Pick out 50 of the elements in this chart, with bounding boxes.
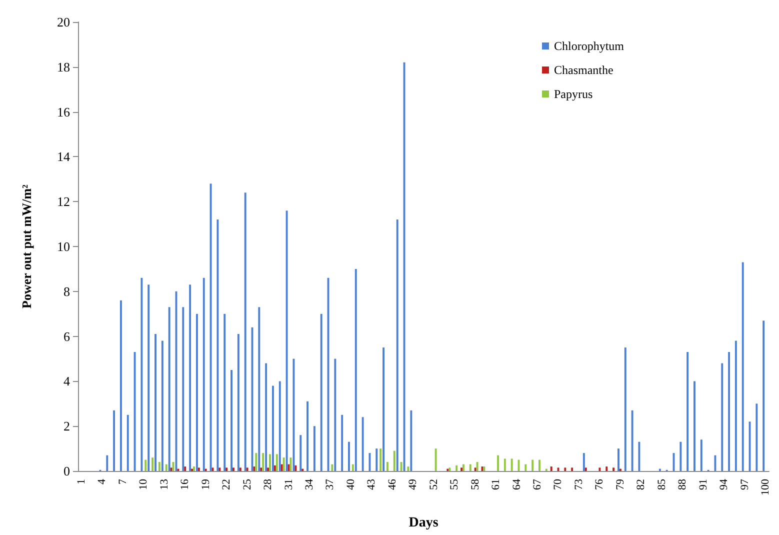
x-tick-label: 100 bbox=[760, 478, 772, 496]
y-tick-label: 10 bbox=[57, 239, 70, 254]
y-tick-label: 4 bbox=[64, 374, 70, 389]
x-tick-label: 37 bbox=[324, 478, 336, 490]
x-tick-label: 22 bbox=[220, 479, 233, 490]
x-tick-label: 85 bbox=[656, 478, 668, 490]
x-tick-label: 73 bbox=[572, 478, 585, 490]
y-tick-label: 16 bbox=[57, 104, 70, 120]
legend-label: Chlorophytum bbox=[554, 39, 625, 53]
x-tick-label: 82 bbox=[635, 479, 648, 490]
x-tick-label: 4 bbox=[96, 478, 108, 484]
x-tick-label: 58 bbox=[469, 478, 482, 490]
x-tick-label: 1 bbox=[75, 479, 88, 484]
y-axis-title: Power out put mW/m² bbox=[19, 184, 34, 308]
x-tick-label: 49 bbox=[407, 478, 420, 490]
x-tick-label: 67 bbox=[532, 478, 544, 490]
x-tick-label: 40 bbox=[344, 478, 357, 490]
x-tick-label: 70 bbox=[552, 478, 564, 490]
x-tick-label: 10 bbox=[138, 478, 150, 490]
x-axis-title: Days bbox=[408, 516, 439, 530]
y-tick-label: 12 bbox=[57, 194, 70, 210]
x-tick-label: 97 bbox=[738, 478, 751, 490]
x-tick-label: 76 bbox=[594, 478, 606, 490]
x-tick-label: 94 bbox=[718, 478, 730, 490]
x-tick-label: 91 bbox=[697, 479, 710, 490]
x-tick-label: 28 bbox=[262, 478, 274, 490]
y-tick-label: 2 bbox=[64, 418, 70, 434]
x-tick-label: 55 bbox=[448, 478, 461, 490]
y-tick-label: 18 bbox=[57, 59, 70, 74]
y-tick-label: 8 bbox=[64, 284, 70, 299]
x-tick-label: 34 bbox=[303, 478, 316, 490]
y-tick-label: 0 bbox=[64, 464, 70, 478]
legend-label: Chasmanthe bbox=[554, 63, 614, 77]
x-tick-label: 88 bbox=[676, 478, 689, 490]
y-tick-label: 6 bbox=[64, 328, 70, 344]
x-tick-label: 79 bbox=[614, 478, 626, 490]
x-tick-label: 16 bbox=[179, 478, 192, 490]
y-tick-label: 14 bbox=[57, 149, 70, 164]
x-tick-label: 7 bbox=[116, 478, 129, 484]
x-tick-label: 25 bbox=[241, 478, 254, 490]
x-tick-label: 61 bbox=[490, 479, 502, 490]
x-tick-label: 64 bbox=[510, 478, 523, 490]
legend-label: Papyrus bbox=[554, 87, 593, 101]
x-tick-label: 46 bbox=[386, 478, 398, 490]
x-tick-label: 19 bbox=[200, 478, 212, 490]
x-tick-label: 31 bbox=[282, 479, 295, 490]
x-tick-label: 52 bbox=[428, 479, 440, 490]
y-tick-label: 20 bbox=[57, 14, 70, 30]
x-tick-label: 43 bbox=[366, 478, 378, 490]
x-tick-label: 13 bbox=[158, 478, 170, 490]
